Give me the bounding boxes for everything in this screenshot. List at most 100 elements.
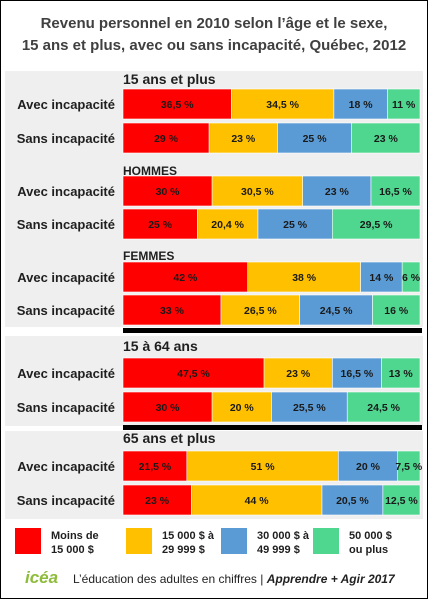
data-label-b30_50k: 24,5 %: [320, 305, 353, 317]
row-label-sans-incapacite: Sans incapacité: [17, 493, 115, 508]
data-label-ge50k: 24,5 %: [367, 402, 400, 414]
bar-segment-ge50k: [346, 391, 421, 423]
legend-swatch-b30_50k: [221, 528, 247, 554]
data-label-b15_30k: 51 %: [251, 461, 276, 473]
legend-label-b30_50k: 30 000 $ à: [257, 530, 310, 542]
data-label-ge50k: 11 %: [392, 99, 416, 111]
data-label-b30_50k: 18 %: [349, 99, 374, 111]
data-label-b30_50k: 25,5 %: [293, 402, 326, 414]
data-label-b15_30k: 23 %: [286, 368, 311, 380]
row-label-avec-incapacite: Avec incapacité: [17, 184, 115, 199]
section-divider: [123, 328, 422, 333]
bar-segment-ge50k: [397, 450, 421, 482]
bar-segment-ge50k: [372, 294, 421, 326]
bar-segment-lt15k: [122, 261, 249, 293]
data-label-lt15k: 33 %: [160, 305, 185, 317]
data-label-ge50k: 13 %: [389, 368, 414, 380]
legend-label-b15_30k: 29 999 $: [162, 544, 205, 556]
data-label-b30_50k: 25 %: [283, 219, 308, 231]
data-label-lt15k: 25 %: [148, 219, 173, 231]
data-label-b15_30k: 26,5 %: [244, 305, 277, 317]
footer: icéa L’éducation des adultes en chiffres…: [25, 568, 396, 587]
data-label-b30_50k: 20 %: [356, 461, 381, 473]
chart-title-line1: Revenu personnel en 2010 selon l’âge et …: [41, 15, 388, 32]
bar-segment-b15_30k: [191, 484, 323, 516]
data-label-lt15k: 23 %: [145, 495, 170, 507]
legend-label-b30_50k: 49 999 $: [257, 544, 300, 556]
data-label-ge50k: 16 %: [384, 305, 409, 317]
data-label-b15_30k: 38 %: [292, 272, 317, 284]
bar-segment-ge50k: [370, 175, 421, 207]
bar-segment-b30_50k: [360, 261, 403, 293]
row-label-avec-incapacite: Avec incapacité: [17, 459, 115, 474]
data-label-b15_30k: 20,4 %: [211, 219, 244, 231]
data-label-b30_50k: 16,5 %: [341, 368, 374, 380]
data-label-lt15k: 47,5 %: [177, 368, 210, 380]
data-label-b30_50k: 23 %: [325, 186, 350, 198]
bar-segment-lt15k: [122, 450, 188, 482]
bar-segment-b15_30k: [231, 88, 335, 120]
row-label-avec-incapacite: Avec incapacité: [17, 366, 115, 381]
data-label-ge50k: 16,5 %: [379, 186, 412, 198]
row-label-avec-incapacite: Avec incapacité: [17, 97, 115, 112]
data-label-b15_30k: 20 %: [230, 402, 255, 414]
bar-segment-b30_50k: [332, 357, 382, 389]
bar-segment-b30_50k: [271, 391, 348, 423]
data-label-b30_50k: 20,5 %: [336, 495, 369, 507]
data-label-b15_30k: 23 %: [231, 133, 256, 145]
data-label-b30_50k: 25 %: [303, 133, 328, 145]
footer-text: L’éducation des adultes en chiffres | Ap…: [73, 572, 396, 586]
row-label-avec-incapacite: Avec incapacité: [17, 270, 115, 285]
data-label-b30_50k: 14 %: [369, 272, 394, 284]
bar-segment-lt15k: [122, 88, 232, 120]
bar-segment-ge50k: [351, 122, 421, 154]
data-label-b15_30k: 30,5 %: [241, 186, 274, 198]
group-heading-femmes: FEMMES: [123, 249, 174, 263]
bar-segment-b30_50k: [299, 294, 373, 326]
row-label-sans-incapacite: Sans incapacité: [17, 400, 115, 415]
legend-label-b15_30k: 15 000 $ à: [162, 530, 215, 542]
bar-segment-b15_30k: [197, 208, 259, 240]
legend-label-lt15k: Moins de: [51, 530, 99, 542]
group-heading-15-ans-et-plus: 15 ans et plus: [123, 71, 216, 87]
bar-segment-ge50k: [331, 208, 421, 240]
footer-text-italic: Apprendre + Agir 2017: [266, 572, 396, 586]
bar-segment-b15_30k: [247, 261, 361, 293]
row-label-sans-incapacite: Sans incapacité: [17, 217, 115, 232]
bar-segment-lt15k: [122, 391, 213, 423]
data-label-ge50k: 6 %: [402, 272, 421, 284]
bar-segment-lt15k: [122, 357, 265, 389]
data-label-lt15k: 42 %: [173, 272, 198, 284]
row-label-sans-incapacite: Sans incapacité: [17, 131, 115, 146]
bar-segment-lt15k: [122, 122, 210, 154]
group-heading-65-ans-et-plus: 65 ans et plus: [123, 430, 216, 446]
bar-segment-lt15k: [122, 294, 222, 326]
legend-swatch-b15_30k: [126, 528, 152, 554]
data-label-lt15k: 30 %: [156, 402, 181, 414]
data-label-ge50k: 7,5 %: [395, 461, 423, 473]
section-divider: [123, 425, 422, 430]
bar-segment-b30_50k: [302, 175, 372, 207]
data-label-lt15k: 21,5 %: [139, 461, 172, 473]
bar-segment-b15_30k: [211, 175, 303, 207]
data-label-b15_30k: 34,5 %: [266, 99, 299, 111]
group-heading-15-a-64-ans: 15 à 64 ans: [123, 338, 198, 354]
bar-segment-b30_50k: [333, 88, 388, 120]
bar-segment-ge50k: [382, 484, 421, 516]
data-label-ge50k: 12,5 %: [385, 495, 418, 507]
bar-segment-b15_30k: [220, 294, 301, 326]
bar-segment-b15_30k: [208, 122, 278, 154]
bar-segment-b30_50k: [338, 450, 399, 482]
bar-segment-ge50k: [401, 261, 421, 293]
bar-segment-lt15k: [122, 175, 213, 207]
group-heading-hommes: HOMMES: [123, 164, 177, 178]
legend-label-ge50k: 50 000 $: [349, 530, 392, 542]
legend-swatch-lt15k: [15, 528, 41, 554]
data-label-ge50k: 29,5 %: [360, 219, 393, 231]
bar-segment-lt15k: [122, 208, 198, 240]
bar-segment-lt15k: [122, 484, 192, 516]
legend-label-lt15k: 15 000 $: [51, 544, 94, 556]
data-label-lt15k: 36,5 %: [161, 99, 194, 111]
